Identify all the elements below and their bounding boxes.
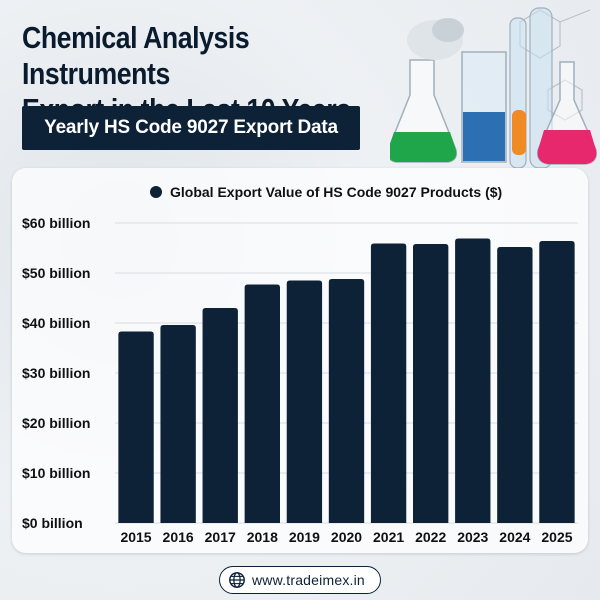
y-tick-label: $0 billion <box>22 515 83 531</box>
bar-2021 <box>370 243 407 523</box>
website-link[interactable]: www.tradeimex.in <box>219 566 381 594</box>
x-tick-label: 2025 <box>541 529 572 545</box>
bar-2025 <box>539 241 575 523</box>
x-tick-label: 2017 <box>205 529 236 545</box>
bar-2024 <box>497 247 533 523</box>
bar-chart: Global Export Value of HS Code 9027 Prod… <box>22 184 578 545</box>
lab-glassware-illustration <box>390 7 598 168</box>
subtitle-text: Yearly HS Code 9027 Export Data <box>44 117 338 138</box>
y-tick-label: $60 billion <box>22 215 90 231</box>
legend-swatch <box>150 186 162 198</box>
x-tick-label: 2020 <box>331 529 362 545</box>
bar-2016 <box>160 325 196 523</box>
x-tick-label: 2019 <box>289 529 320 545</box>
x-tick-label: 2021 <box>373 529 404 545</box>
bar-2023 <box>455 238 491 523</box>
y-tick-label: $10 billion <box>22 465 90 481</box>
x-tick-label: 2018 <box>247 529 278 545</box>
bar-2018 <box>244 284 280 523</box>
x-tick-label: 2016 <box>163 529 194 545</box>
bar-2019 <box>286 280 323 523</box>
subtitle-banner: Yearly HS Code 9027 Export Data <box>22 106 360 150</box>
title-line-1: Chemical Analysis Instruments <box>22 20 250 91</box>
x-tick-label: 2023 <box>457 529 488 545</box>
y-tick-label: $50 billion <box>22 265 90 281</box>
legend-label: Global Export Value of HS Code 9027 Prod… <box>170 184 502 200</box>
x-tick-label: 2024 <box>499 529 530 545</box>
y-tick-label: $40 billion <box>22 315 90 331</box>
website-url: www.tradeimex.in <box>252 572 365 588</box>
x-tick-label: 2022 <box>415 529 446 545</box>
bar-2022 <box>413 244 449 523</box>
bar-2015 <box>118 331 154 523</box>
chart-card: Global Export Value of HS Code 9027 Prod… <box>12 168 588 553</box>
bar-2017 <box>202 308 238 523</box>
y-tick-label: $30 billion <box>22 365 90 381</box>
y-tick-label: $20 billion <box>22 415 90 431</box>
globe-icon <box>229 572 245 588</box>
bar-2020 <box>328 279 365 523</box>
x-tick-label: 2015 <box>120 529 151 545</box>
